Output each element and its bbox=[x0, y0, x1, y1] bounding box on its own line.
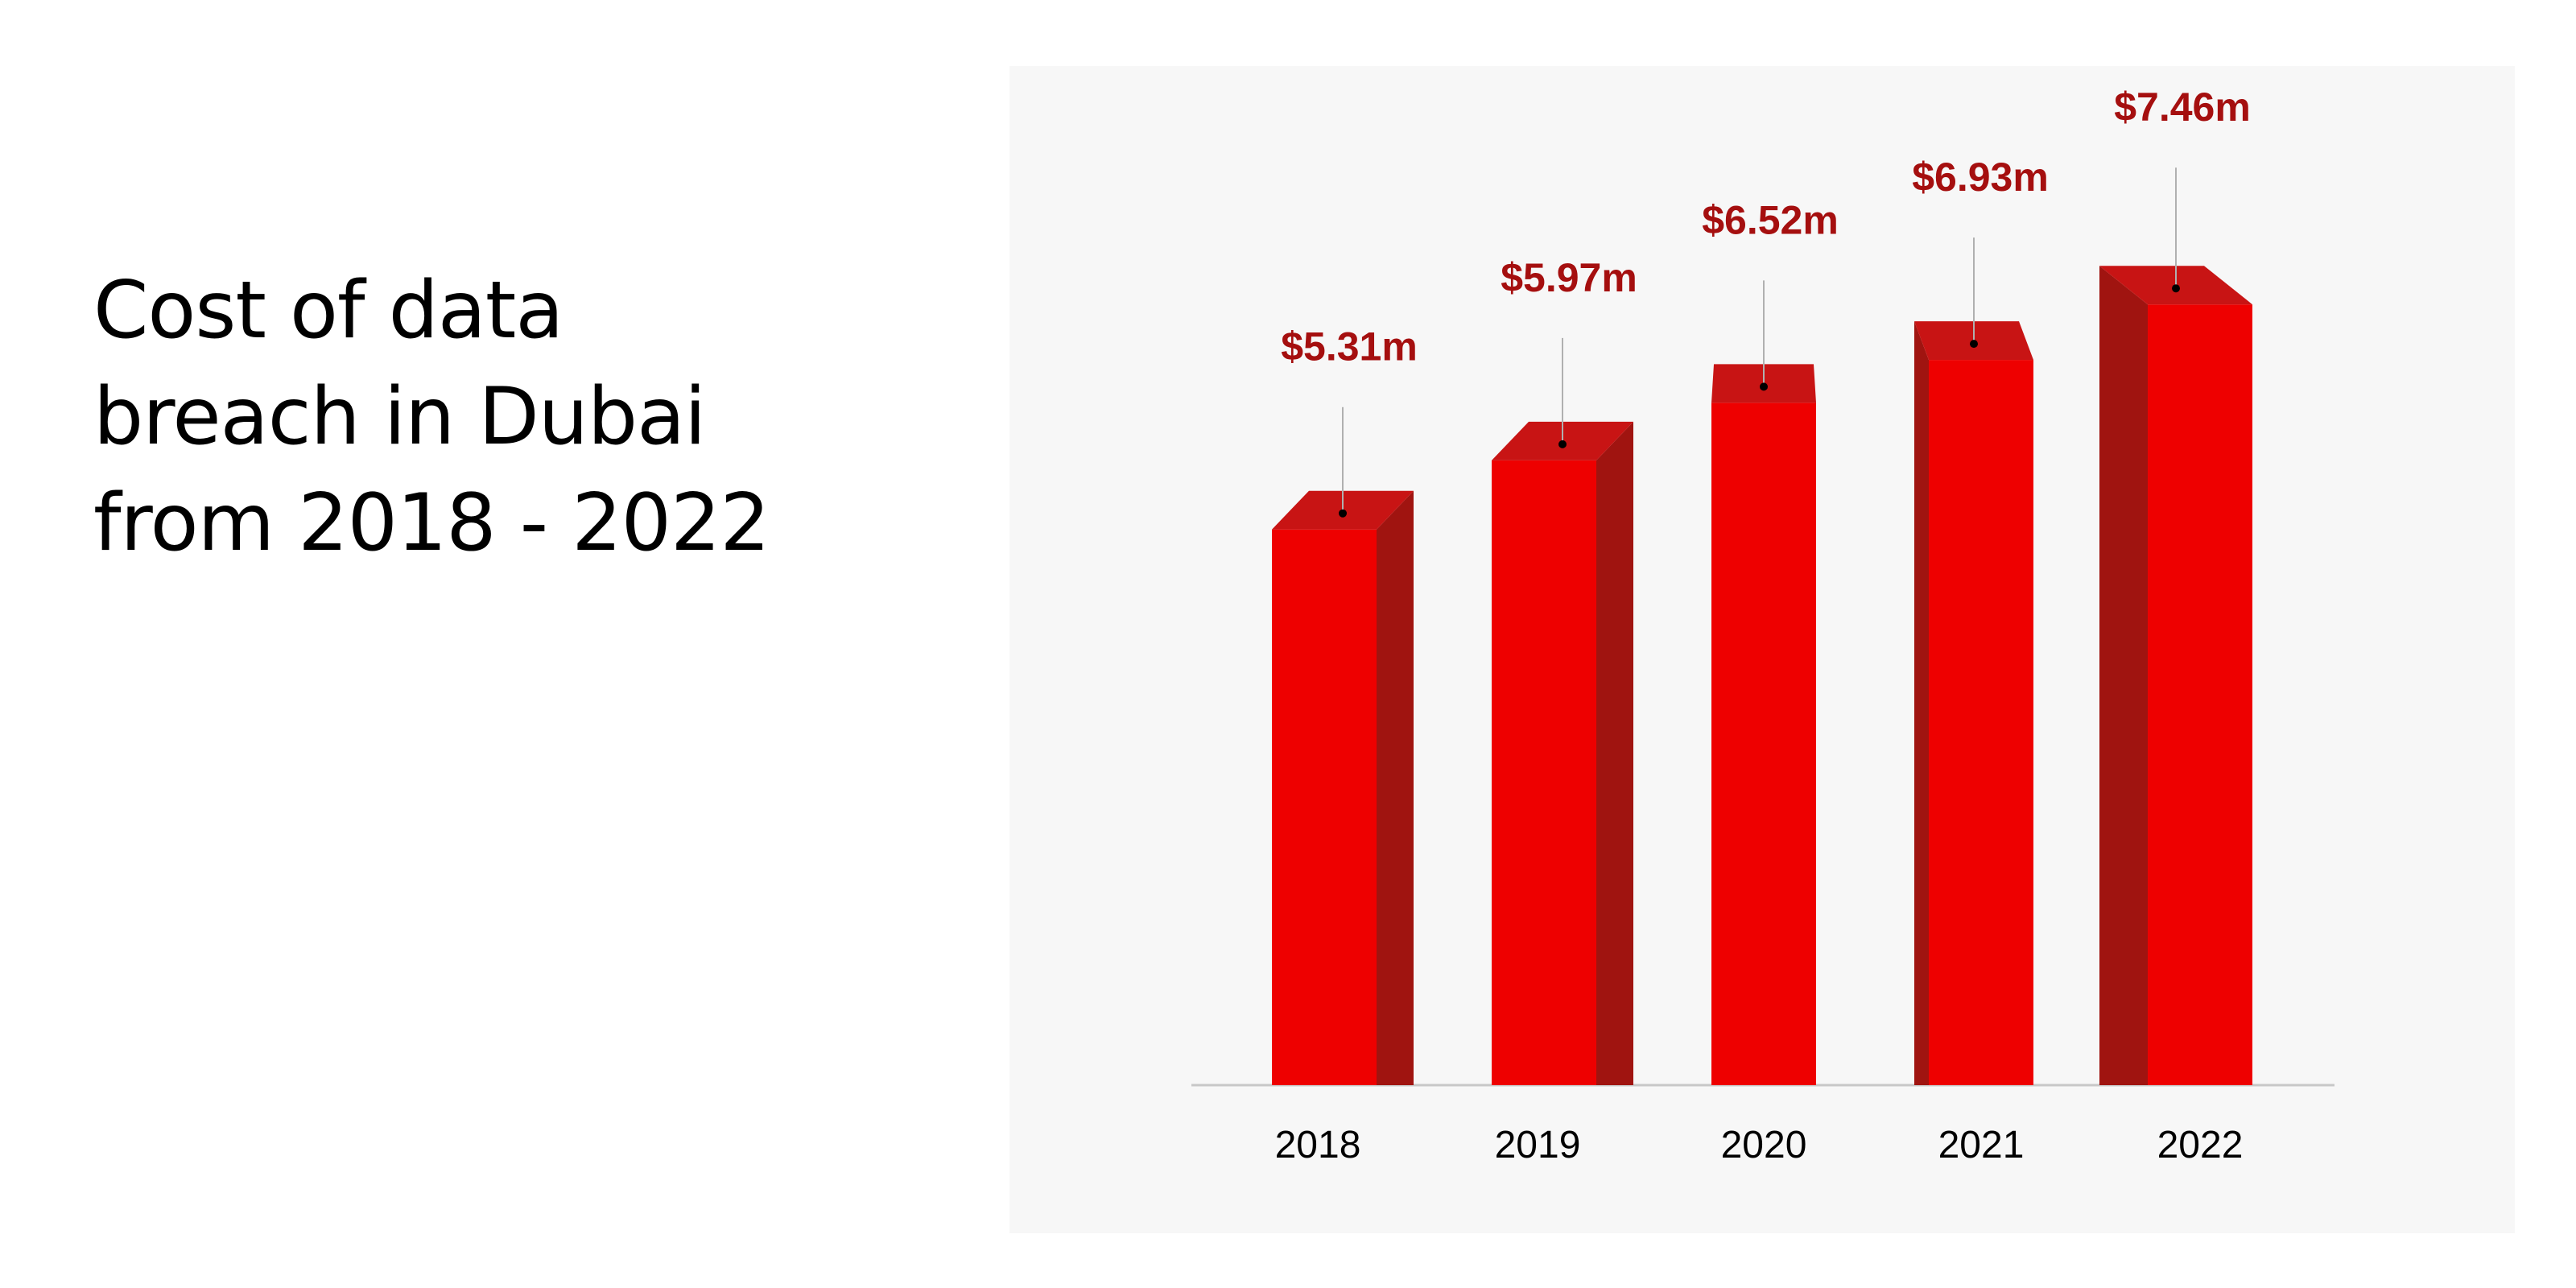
bar-front-face bbox=[1272, 529, 1377, 1085]
title-line-1: Cost of data bbox=[93, 265, 564, 357]
bar-side-face bbox=[1914, 321, 1929, 1086]
x-tick-label-2019: 2019 bbox=[1495, 1124, 1581, 1166]
x-tick-label-2022: 2022 bbox=[2157, 1124, 2244, 1166]
bar-front-face bbox=[1492, 460, 1596, 1085]
bar-side-face bbox=[2099, 266, 2148, 1085]
bar-front-face bbox=[1711, 402, 1816, 1085]
bars-group: $5.31m 2018 $5.97m 2019 $6.52m 2020 $6.93m 2021… bbox=[1272, 85, 2252, 1166]
x-tick-label-2018: 2018 bbox=[1275, 1124, 1361, 1166]
bar-2021: $6.93m 2021 bbox=[1912, 155, 2049, 1166]
bar-front-face bbox=[1929, 360, 2033, 1086]
leader-dot bbox=[1970, 340, 1978, 349]
title-line-2: breach in Dubai bbox=[93, 371, 706, 463]
x-tick-label-2020: 2020 bbox=[1721, 1124, 1807, 1166]
value-label-2020: $6.52m bbox=[1702, 197, 1839, 242]
title-line-3: from 2018 - 2022 bbox=[93, 477, 770, 569]
leader-dot bbox=[1558, 440, 1567, 448]
x-tick-label-2021: 2021 bbox=[1938, 1124, 2025, 1166]
bar-side-face bbox=[1596, 421, 1633, 1085]
bar-side-face bbox=[1377, 490, 1414, 1085]
leader-dot bbox=[2172, 284, 2180, 293]
chart-title: Cost of data breach in Dubai from 2018 -… bbox=[93, 258, 898, 576]
bar-2020: $6.52m 2020 bbox=[1702, 197, 1839, 1166]
leader-dot bbox=[1339, 509, 1347, 518]
value-label-2019: $5.97m bbox=[1501, 255, 1637, 300]
leader-dot bbox=[1760, 382, 1768, 391]
value-label-2021: $6.93m bbox=[1912, 155, 2049, 200]
value-label-2018: $5.31m bbox=[1281, 324, 1418, 369]
bar-front-face bbox=[2148, 304, 2252, 1085]
bar-2019: $5.97m 2019 bbox=[1492, 255, 1637, 1166]
bar-2022: $7.46m 2022 bbox=[2099, 85, 2252, 1166]
value-label-2022: $7.46m bbox=[2114, 85, 2251, 130]
bar-2018: $5.31m 2018 bbox=[1272, 324, 1418, 1166]
